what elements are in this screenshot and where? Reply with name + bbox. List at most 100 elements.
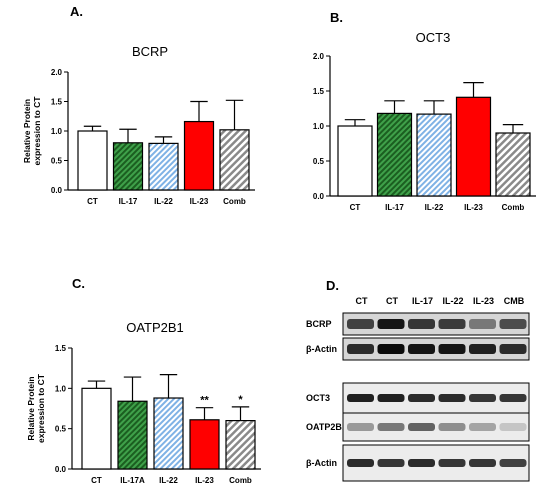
panel-b-letter: B. [330,10,343,25]
blot-row-label: OATP2B1 [306,422,347,432]
bar-chart-oatp2b1: 0.0 0.5 1.0 1.5 Relative Proteinexpression t… [26,344,261,485]
blot-band [408,319,435,329]
y-tick-label: 0.5 [313,157,325,166]
blot-band [469,459,496,467]
blot-band [408,423,435,431]
blot-band [347,423,374,431]
y-tick-label: 0.5 [55,425,67,434]
blot-strip [342,337,530,361]
western-blot: CT CT IL-17 IL-22 IL-23 CMB BCRP β-Actin OCT3 OAT… [306,296,530,482]
x-tick-label: Comb [502,203,525,212]
bar-ct [77,130,108,191]
bar-il-22 [148,142,179,191]
blot-band [499,344,527,354]
bar-comb [219,129,250,191]
x-tick-label: IL-23 [195,476,214,485]
panel-d-letter: D. [326,278,339,293]
significance-mark: * [238,394,243,406]
x-tick-label: Comb [229,476,252,485]
bar-il-23 [183,120,215,191]
blot-row-label: β-Actin [306,344,337,354]
blot-band [499,319,527,329]
x-tick-label: IL-22 [425,203,444,212]
y-tick-label: 1.5 [55,344,67,353]
blot-band [377,344,405,354]
blot-band [347,394,374,402]
y-tick-label: 1.0 [313,122,325,131]
y-axis-label: Relative Proteinexpression to CT [22,96,42,166]
blot-band [408,459,435,467]
significance-mark: ** [200,395,209,407]
blot-row-label: β-Actin [306,458,337,468]
bar-il-17 [112,142,144,191]
lane-label: IL-22 [442,296,463,306]
x-tick-label: IL-17 [385,203,404,212]
panel-a-letter: A. [70,4,83,19]
blot-band [377,459,405,467]
blot-band [469,423,496,431]
y-tick-label: 1.5 [51,98,63,107]
y-tick-label: 1.0 [51,127,63,136]
blot-band [408,394,435,402]
x-tick-label: IL-22 [159,476,178,485]
lane-label: CT [356,296,368,306]
blot-band [438,394,466,402]
bar-il-23 [455,96,492,197]
bar-chart-oct3: 0.0 0.5 1.0 1.5 2.0 CT IL-17 IL-22 IL-23 Comb [313,52,536,212]
blot-band [499,459,527,467]
y-tick-label: 0.5 [51,157,63,166]
bar-il-17 [376,112,413,197]
bar-il-17a [117,400,148,470]
blot-band [377,394,405,402]
panel-c: C. OATP2B1 0.0 0.5 1.0 1.5 Relative Proteine… [26,276,261,485]
panel-c-letter: C. [72,276,85,291]
y-tick-label: 1.5 [313,87,325,96]
panel-c-title: OATP2B1 [126,320,184,335]
y-tick-label: 1.0 [55,384,67,393]
x-tick-label: CT [87,197,98,206]
blot-band [347,459,374,467]
blot-band [469,344,496,354]
blot-band [408,344,435,354]
blot-band [347,319,374,329]
blot-band [438,344,466,354]
y-tick-label: 0.0 [55,465,67,474]
blot-row-label: OCT3 [306,393,330,403]
lane-label: CT [386,296,398,306]
x-tick-label: CT [91,476,102,485]
bar-chart-bcrp: 0.0 0.5 1.0 1.5 2.0 Relative Proteinexpressio… [22,68,255,206]
bar-il-22 [416,113,452,197]
blot-row-label: BCRP [306,319,332,329]
x-tick-label: IL-23 [190,197,209,206]
blot-band [499,394,527,402]
bar-il-23 [189,419,220,470]
y-tick-label: 2.0 [51,68,63,77]
x-tick-label: IL-17A [120,476,145,485]
bar-il-22 [153,397,184,470]
lane-label: IL-17 [412,296,433,306]
panel-b: B. OCT3 0.0 0.5 1.0 1.5 2.0 CT IL-17 IL-22 IL-23… [313,10,536,212]
bar-comb [495,132,531,197]
y-tick-label: 2.0 [313,52,325,61]
blot-band [499,423,527,431]
lane-label: IL-23 [473,296,494,306]
bar-ct [81,387,112,470]
blot-band [469,394,496,402]
blot-band [377,423,405,431]
blot-band [438,423,466,431]
lane-label: CMB [504,296,525,306]
blot-band [377,319,405,329]
y-tick-label: 0.0 [313,192,325,201]
blot-band [347,344,374,354]
panel-a: A. BCRP 0.0 0.5 1.0 1.5 2.0 Relative Proteine… [22,4,255,206]
blot-strip [342,312,530,336]
panel-a-title: BCRP [132,44,168,59]
blot-band [469,319,496,329]
x-tick-label: IL-23 [464,203,483,212]
x-tick-label: Comb [223,197,246,206]
bar-comb [225,420,256,470]
x-tick-label: CT [350,203,361,212]
y-tick-label: 0.0 [51,186,63,195]
blot-band [438,319,466,329]
